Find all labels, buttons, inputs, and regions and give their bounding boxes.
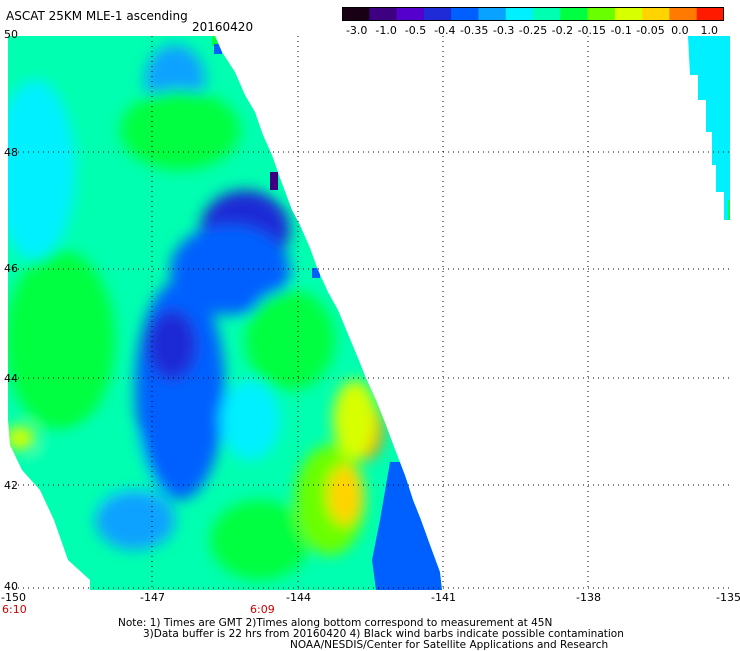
colorbar-tick: -0.2 [551, 24, 574, 37]
colorbar-border [342, 7, 724, 21]
x-tick-141: -141 [431, 591, 456, 604]
time-label-center: 6:09 [250, 603, 275, 616]
y-tick-40: 40 [4, 580, 18, 593]
colorbar-tick: -0.25 [518, 24, 548, 37]
colorbar-tick: 1.0 [700, 24, 719, 37]
colorbar-swatch [696, 7, 725, 21]
map-title: ASCAT 25KM MLE-1 ascending [6, 9, 188, 23]
colorbar-tick: -0.4 [434, 24, 456, 37]
note-line-2: 3)Data buffer is 22 hrs from 20160420 4)… [143, 628, 624, 640]
colorbar-swatch [369, 7, 398, 21]
colorbar-tick: -0.15 [577, 24, 607, 37]
colorbar-swatch [478, 7, 507, 21]
colorbar-swatch [642, 7, 670, 21]
colorbar-swatch [533, 7, 561, 21]
colorbar-swatch [669, 7, 698, 21]
colorbar-tick: -0.3 [492, 24, 515, 37]
colorbar-swatch [614, 7, 643, 21]
colorbar-swatch [342, 7, 370, 21]
colorbar-tick: 0.0 [671, 24, 689, 37]
colorbar-tick: -0.35 [459, 24, 489, 37]
map-date: 20160420 [192, 20, 254, 34]
colorbar-swatch [587, 7, 616, 21]
colorbar-swatch [560, 7, 589, 21]
swath-east [688, 36, 730, 220]
y-tick-46: 46 [4, 262, 18, 275]
x-tick-147: -147 [140, 591, 165, 604]
note-line-1: Note: 1) Times are GMT 2)Times along bot… [118, 617, 553, 629]
x-tick-135: -135 [716, 591, 740, 604]
colorbar-tick: -1.0 [375, 24, 397, 37]
x-tick-138: -138 [576, 591, 601, 604]
y-tick-44: 44 [4, 372, 18, 385]
colorbar-tick: -0.1 [610, 24, 632, 37]
x-tick-150: -150 [1, 591, 26, 604]
colorbar-swatch [505, 7, 534, 21]
swath-west [8, 36, 442, 590]
colorbar-tick: -0.05 [636, 24, 665, 37]
colorbar-swatch [423, 7, 452, 21]
colorbar-swatch [451, 7, 479, 21]
time-label-left: 6:10 [2, 603, 27, 616]
y-tick-48: 48 [4, 146, 18, 159]
y-tick-42: 42 [4, 479, 18, 492]
colorbar-tick-labels: -3.0 -1.0 -0.5 -0.4 -0.35 -0.3 -0.25 -0.2 -0.15-… [342, 24, 724, 38]
colorbar-swatches [342, 7, 725, 21]
colorbar [342, 6, 725, 21]
x-tick-144: -144 [286, 591, 311, 604]
colorbar-tick: -3.0 [345, 24, 368, 37]
y-tick-50: 50 [4, 28, 18, 41]
grid-lines [8, 36, 730, 589]
note-line-3: NOAA/NESDIS/Center for Satellite Applica… [290, 639, 609, 651]
colorbar-swatch [396, 7, 425, 21]
colorbar-tick: -0.5 [404, 24, 427, 37]
